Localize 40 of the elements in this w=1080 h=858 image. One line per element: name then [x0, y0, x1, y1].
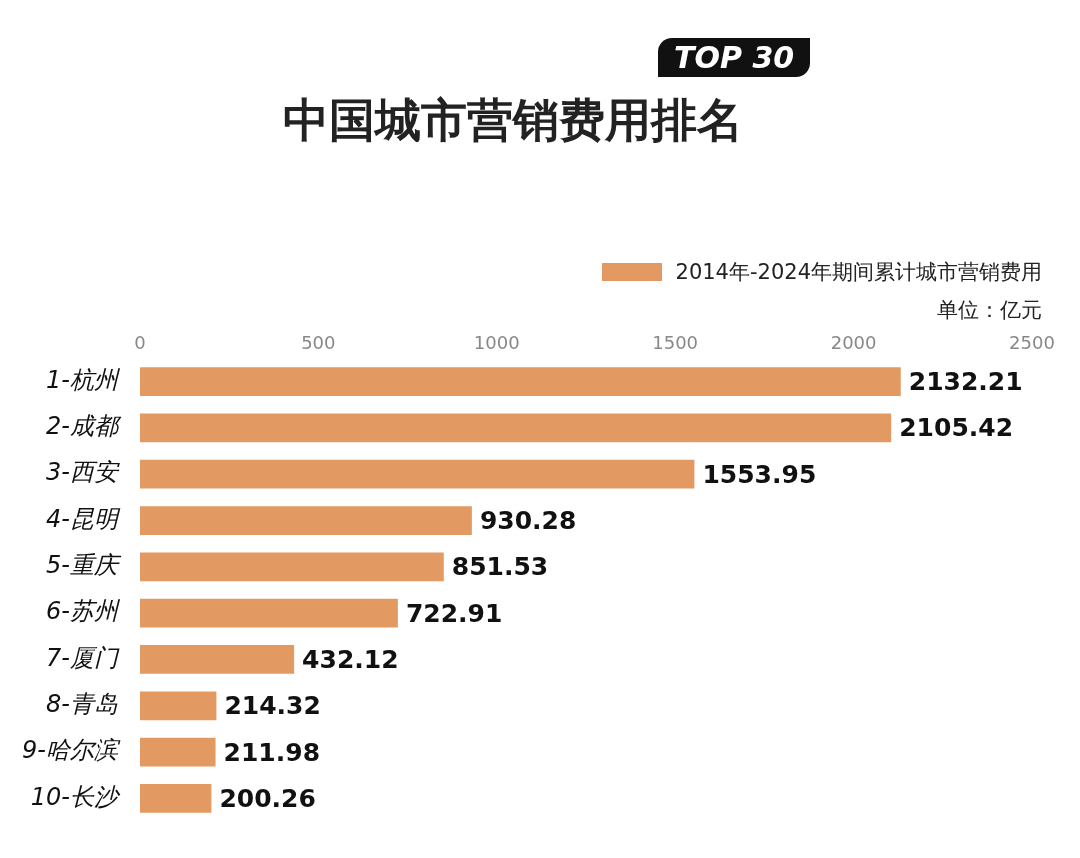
data-label: 214.32	[224, 691, 321, 721]
bar	[139, 598, 398, 628]
data-label: 1553.95	[702, 459, 817, 489]
y-tick-label: 2-成都	[45, 412, 122, 441]
bar	[139, 645, 295, 674]
bar	[139, 413, 892, 443]
x-tick-label: 2000	[830, 332, 877, 354]
bar	[139, 691, 217, 721]
data-label: 2105.42	[899, 413, 1014, 443]
data-label: 722.91	[405, 598, 503, 628]
y-tick-label: 6-苏州	[45, 597, 121, 626]
data-label: 2132.21	[908, 367, 1023, 397]
chart-title: 中国城市营销费用排名	[283, 92, 743, 149]
data-label: 930.28	[479, 506, 577, 536]
data-label: 851.53	[451, 552, 549, 582]
y-tick-label: 7-厦门	[45, 643, 120, 672]
x-tick-label: 0	[134, 332, 146, 354]
bar	[139, 367, 901, 396]
x-tick-label: 1000	[473, 332, 520, 354]
legend-label: 2014年-2024年期间累计城市营销费用	[675, 259, 1042, 286]
y-tick-label: 8-青岛	[45, 690, 118, 719]
y-tick-label: 3-西安	[45, 458, 120, 487]
y-tick-label: 10-长沙	[30, 782, 121, 811]
text: 单位：亿元	[936, 297, 1043, 324]
bar	[139, 459, 695, 489]
y-tick-label: 4-昆明	[45, 504, 121, 533]
x-tick-label: 1500	[652, 332, 699, 354]
bar	[139, 784, 212, 813]
x-tick-label: 2500	[1009, 332, 1055, 354]
y-tick-label: 5-重庆	[45, 551, 122, 580]
chart-subtitle: TOP 30	[658, 38, 811, 77]
data-label: 200.26	[219, 783, 316, 813]
bar	[139, 552, 444, 582]
data-label: 432.12	[302, 644, 399, 674]
x-tick-label: 500	[301, 332, 336, 354]
y-tick-label: 9-哈尔滨	[21, 736, 121, 765]
bar	[139, 506, 472, 535]
y-tick-label: 1-杭州	[45, 365, 121, 394]
data-label: 211.98	[223, 737, 321, 767]
bar	[139, 737, 216, 767]
